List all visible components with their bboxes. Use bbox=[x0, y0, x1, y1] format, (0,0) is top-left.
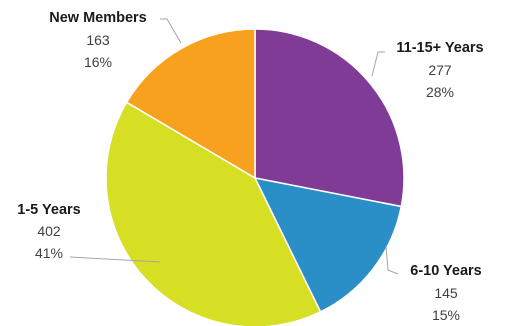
slice-label-name: 1-5 Years bbox=[17, 202, 80, 218]
slice-label-value: 145 bbox=[434, 285, 458, 301]
leader-line-1-5-years bbox=[69, 256, 161, 263]
slice-label-percent: 15% bbox=[432, 307, 460, 323]
pie-slice-6-10-years bbox=[253, 176, 403, 313]
slice-label-percent: 41% bbox=[35, 245, 63, 261]
slice-label-name: 11-15+ Years bbox=[396, 40, 483, 56]
slice-label-percent: 16% bbox=[84, 54, 112, 70]
pie-slice-11-15-years bbox=[254, 28, 405, 208]
slice-label-new-members: New Members 163 16% bbox=[49, 10, 147, 70]
slice-label-name: New Members bbox=[49, 10, 147, 26]
leader-line-6-10-years bbox=[385, 245, 399, 275]
slice-label-value: 277 bbox=[428, 62, 452, 78]
leader-lines bbox=[69, 18, 399, 275]
slice-label-6-10-years: 6-10 Years 145 15% bbox=[410, 263, 482, 323]
slice-label-value: 163 bbox=[86, 32, 110, 48]
slice-label-percent: 28% bbox=[426, 84, 454, 100]
pie-slices bbox=[105, 28, 405, 326]
leader-line-new-members bbox=[160, 18, 182, 44]
slice-label-value: 402 bbox=[37, 223, 61, 239]
slice-label-1-5-years: 1-5 Years 402 41% bbox=[17, 202, 80, 261]
pie-slice-new-members bbox=[125, 28, 256, 180]
leader-line-11-15-years bbox=[371, 51, 385, 77]
slice-label-name: 6-10 Years bbox=[410, 263, 482, 279]
slice-label-11-15-years: 11-15+ Years 277 28% bbox=[396, 40, 483, 100]
